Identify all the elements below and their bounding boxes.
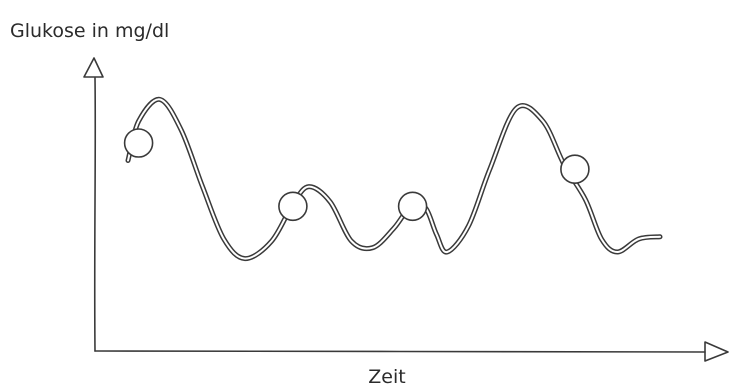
x-axis-arrow bbox=[704, 341, 729, 362]
y-axis bbox=[93, 77, 97, 352]
data-point-marker-3 bbox=[397, 191, 428, 222]
y-axis-arrow bbox=[83, 57, 104, 78]
data-point-marker-4 bbox=[560, 154, 590, 184]
x-axis-label: Zeit bbox=[368, 366, 405, 388]
glucose-markers bbox=[123, 128, 590, 222]
data-point-marker-1 bbox=[123, 128, 154, 158]
y-axis-label: Glukose in mg/dl bbox=[10, 20, 169, 42]
data-point-marker-2 bbox=[278, 191, 308, 222]
axes bbox=[83, 57, 729, 362]
x-axis bbox=[94, 350, 706, 353]
